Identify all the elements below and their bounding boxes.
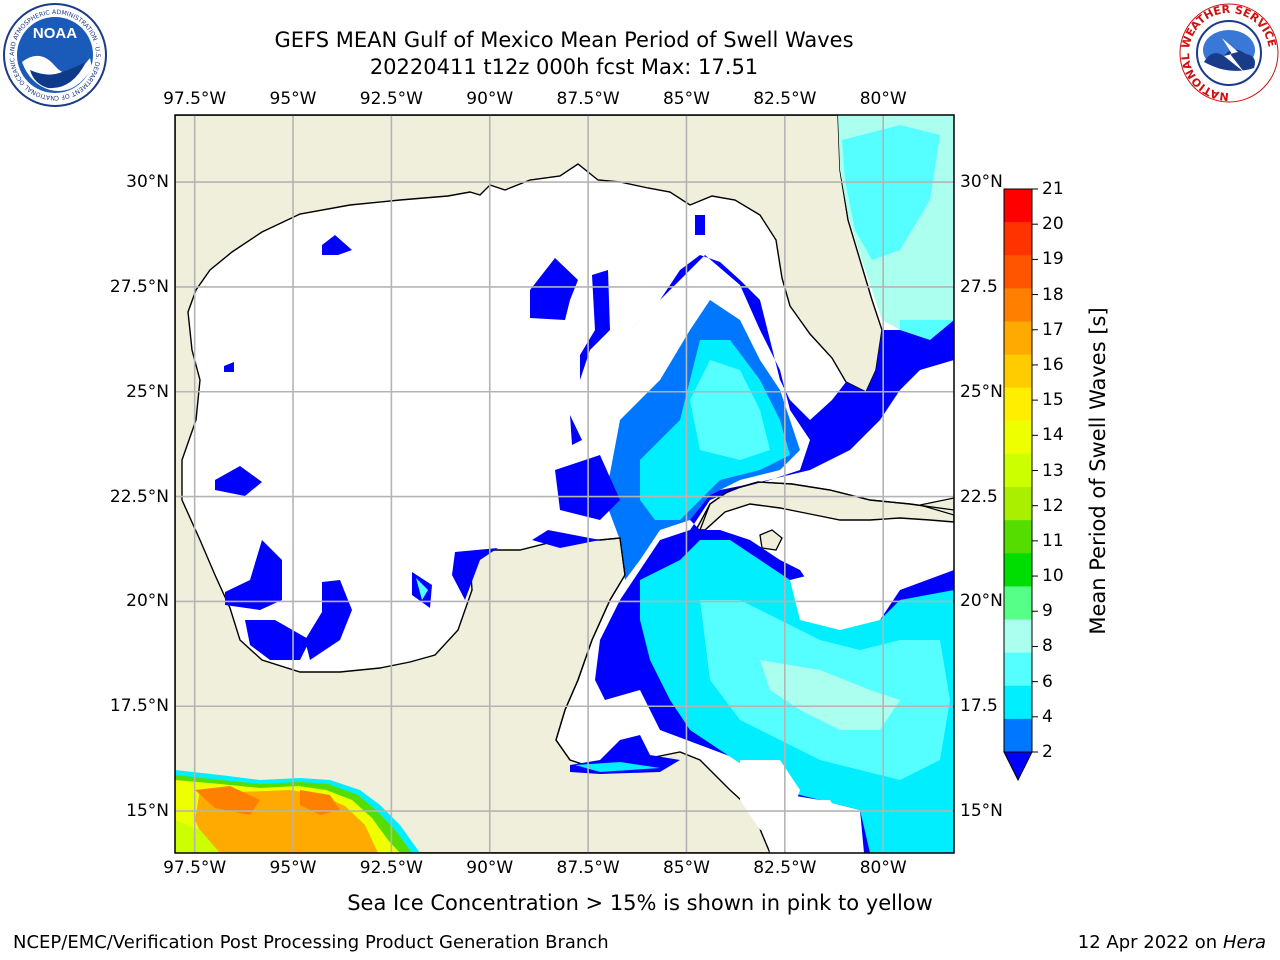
lat-label-right: 15°N [960, 801, 1003, 822]
map-subtitle: 20220411 t12z 000h fcst Max: 17.51 [369, 55, 759, 79]
colorbar-band [1004, 354, 1032, 389]
lat-label-left: 17.5°N [109, 696, 169, 717]
sea-ice-note: Sea Ice Concentration > 15% is shown in … [347, 891, 933, 915]
lon-label-top: 90°W [466, 89, 514, 109]
colorbar-tick-label: 4 [1042, 706, 1053, 727]
colorbar-tick-label: 17 [1042, 319, 1064, 340]
colorbar-tick-label: 6 [1042, 671, 1053, 692]
footer-date-text: 12 Apr 2022 on [1077, 932, 1223, 953]
lon-label-bottom: 92.5°W [359, 858, 423, 878]
lat-label-left: 27.5°N [109, 276, 169, 297]
lon-label-top: 80°W [859, 89, 907, 109]
colorbar-band [1004, 718, 1032, 753]
lat-label-right: 17.5 [960, 696, 998, 717]
colorbar-tick-label: 2 [1042, 742, 1053, 762]
colorbar-band [1004, 453, 1032, 488]
colorbar-band [1004, 520, 1032, 554]
colorbar-band [1004, 222, 1032, 256]
lon-label-top: 85°W [662, 89, 710, 109]
colorbar-tick-label: 10 [1042, 566, 1064, 587]
colorbar-tick-label: 18 [1042, 284, 1064, 305]
lon-label-bottom: 95°W [269, 858, 317, 878]
lon-label-top: 92.5°W [359, 89, 423, 109]
lat-label-right: 27.5 [960, 276, 998, 297]
colorbar-tick-label: 14 [1042, 425, 1064, 446]
lat-label-left: 25°N [126, 381, 169, 402]
lon-label-bottom: 97.5°W [163, 858, 227, 878]
colorbar-tick-label: 8 [1042, 636, 1053, 657]
colorbar-band [1004, 487, 1032, 521]
lon-label-top: 82.5°W [753, 89, 817, 109]
lat-label-left: 30°N [126, 172, 169, 193]
graticule [175, 115, 954, 853]
lat-label-right: 25°N [960, 381, 1003, 402]
colorbar-tick-label: 9 [1042, 601, 1053, 622]
footer-machine: Hera [1222, 932, 1266, 953]
lon-label-top: 95°W [269, 89, 317, 109]
lat-label-right: 30°N [960, 172, 1003, 193]
lon-label-bottom: 87.5°W [556, 858, 620, 878]
lon-label-bottom: 90°W [466, 858, 514, 878]
colorbar-band [1004, 189, 1032, 223]
lat-label-right: 22.5 [960, 486, 998, 507]
lat-label-left: 20°N [126, 591, 169, 612]
lon-label-bottom: 85°W [662, 858, 710, 878]
colorbar-band [1004, 685, 1032, 720]
colorbar-band [1004, 321, 1032, 356]
lon-label-bottom: 82.5°W [753, 858, 817, 878]
map-frame [174, 114, 955, 854]
wave-field-layer [175, 115, 954, 853]
lat-label-left: 15°N [126, 801, 169, 822]
lon-label-bottom: 80°W [859, 858, 907, 878]
colorbar-band [1004, 288, 1032, 322]
map-title: GEFS MEAN Gulf of Mexico Mean Period of … [274, 28, 854, 52]
colorbar-tick-label: 11 [1042, 530, 1064, 551]
lat-label-left: 22.5°N [109, 486, 169, 507]
colorbar-tick-label: 20 [1042, 214, 1064, 235]
colorbar-extend-min [1003, 751, 1033, 782]
colorbar-tick-label: 12 [1042, 495, 1064, 516]
colorbar-tick-label: 16 [1042, 354, 1064, 375]
lon-label-top: 87.5°W [556, 89, 620, 109]
colorbar-band [1004, 553, 1032, 587]
colorbar-title: Mean Period of Swell Waves [s] [1086, 307, 1110, 635]
colorbar-band [1004, 420, 1032, 455]
colorbar [1003, 188, 1038, 782]
lon-label-top: 97.5°W [163, 89, 227, 109]
colorbar-band [1004, 255, 1032, 289]
colorbar-band [1004, 586, 1032, 621]
colorbar-band [1004, 387, 1032, 422]
colorbar-tick-label: 19 [1042, 249, 1064, 270]
footer-credit: NCEP/EMC/Verification Post Processing Pr… [13, 932, 609, 953]
colorbar-tick-label: 13 [1042, 460, 1064, 481]
lat-label-right: 20°N [960, 591, 1003, 612]
colorbar-band [1004, 619, 1032, 654]
colorbar-tick-label: 15 [1042, 390, 1064, 411]
footer-date: 12 Apr 2022 on Hera [1078, 932, 1266, 953]
colorbar-band [1004, 652, 1032, 687]
colorbar-tick-label: 21 [1042, 179, 1064, 199]
